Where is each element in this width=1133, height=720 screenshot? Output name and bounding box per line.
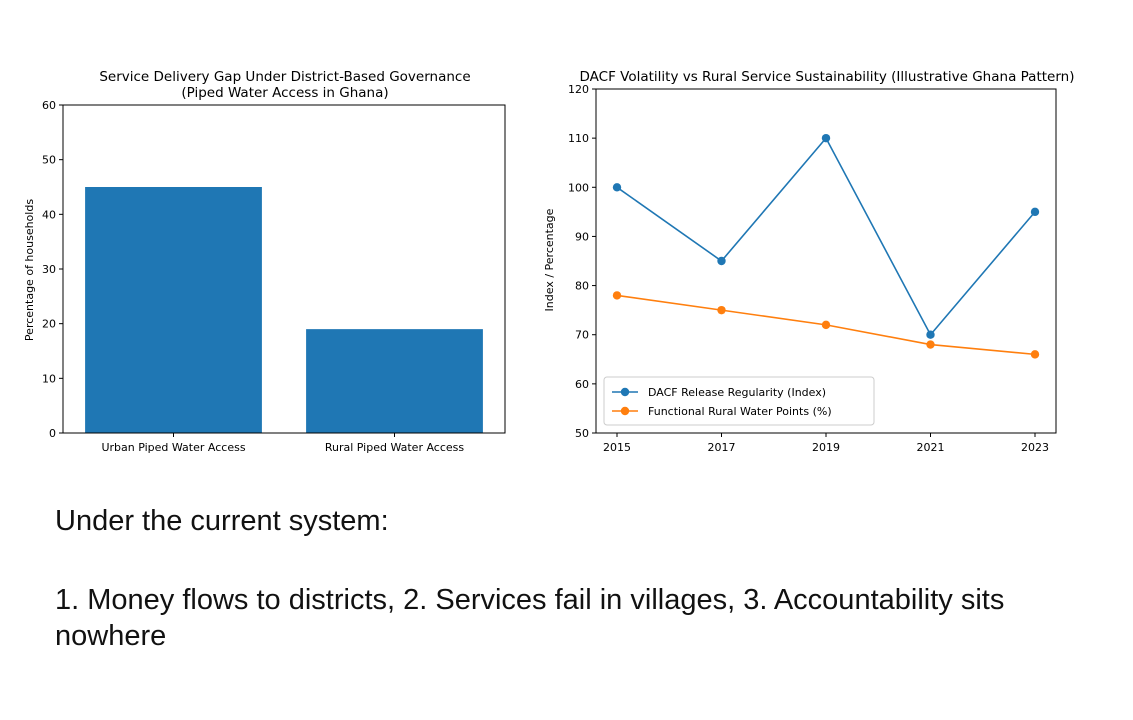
- x-tick-label: 2023: [1021, 441, 1049, 454]
- y-tick-label: 30: [42, 263, 56, 276]
- caption-heading: Under the current system:: [55, 505, 389, 537]
- data-point: [717, 256, 726, 266]
- line-chart: DACF Volatility vs Rural Service Sustain…: [543, 69, 1074, 454]
- data-point: [926, 330, 935, 339]
- series: [612, 133, 1040, 339]
- legend-label: DACF Release Regularity (Index): [648, 386, 826, 399]
- y-tick-label: 70: [575, 329, 589, 342]
- y-tick-label: 110: [568, 132, 589, 145]
- line-chart-legend: DACF Release Regularity (Index) Functiona…: [603, 376, 875, 426]
- x-tick-label: 2017: [708, 441, 736, 454]
- bar: [85, 187, 262, 433]
- bar-chart: Service Delivery Gap Under District-Base…: [23, 69, 506, 454]
- series-line: [616, 136, 1036, 337]
- y-tick-label: 100: [568, 181, 589, 194]
- data-point: [821, 320, 831, 330]
- line-chart-series: [612, 133, 1040, 359]
- data-point: [717, 305, 726, 315]
- data-point: [821, 133, 831, 143]
- y-tick-label: 50: [42, 154, 56, 167]
- line-chart-x-ticks: 2015 2017 2019 2021 2023: [603, 433, 1049, 454]
- y-tick-label: 60: [575, 378, 589, 391]
- bar-chart-y-ticks: 0 10 20 30 40 50 60: [42, 99, 63, 440]
- y-tick-label: 80: [575, 280, 589, 293]
- y-tick-label: 0: [49, 427, 56, 440]
- y-tick-label: 120: [568, 83, 589, 96]
- y-tick-label: 20: [42, 318, 56, 331]
- y-tick-label: 50: [575, 427, 589, 440]
- x-tick-label: 2015: [603, 441, 631, 454]
- bar-chart-x-labels: Urban Piped Water Access Rural Piped Wate…: [101, 433, 464, 454]
- data-point: [612, 183, 622, 192]
- bar: [306, 329, 483, 433]
- bar-chart-ylabel: Percentage of households: [23, 199, 36, 341]
- y-tick-label: 90: [575, 230, 589, 243]
- bar-chart-bars: [85, 187, 483, 433]
- line-chart-title: DACF Volatility vs Rural Service Sustain…: [580, 69, 1075, 85]
- y-tick-label: 60: [42, 99, 56, 112]
- y-tick-label: 10: [42, 372, 56, 385]
- line-chart-axes-frame: [595, 88, 1057, 434]
- bar-chart-title: Service Delivery Gap Under District-Base…: [99, 69, 470, 85]
- bar-chart-axes-frame: [62, 104, 506, 434]
- x-tick-label: Urban Piped Water Access: [101, 441, 245, 454]
- legend-box: [603, 376, 875, 426]
- bar-chart-subtitle: (Piped Water Access in Ghana): [181, 85, 388, 101]
- x-tick-label: 2019: [812, 441, 840, 454]
- legend-label: Functional Rural Water Points (%): [648, 405, 832, 418]
- data-point: [612, 291, 622, 300]
- caption-points: 1. Money flows to districts, 2. Services…: [55, 584, 1005, 652]
- x-tick-label: Rural Piped Water Access: [325, 441, 465, 454]
- legend-marker: [620, 387, 630, 397]
- x-tick-label: 2021: [917, 441, 945, 454]
- y-tick-label: 40: [42, 208, 56, 221]
- series: [612, 291, 1040, 359]
- line-chart-y-ticks: 50 60 70 80 90 100 110 120: [568, 83, 596, 440]
- line-chart-ylabel: Index / Percentage: [543, 208, 556, 311]
- data-point: [926, 340, 935, 349]
- legend-marker: [620, 406, 630, 416]
- data-point: [1030, 207, 1040, 217]
- charts-canvas: Service Delivery Gap Under District-Base…: [23, 69, 1074, 454]
- data-point: [1030, 350, 1040, 359]
